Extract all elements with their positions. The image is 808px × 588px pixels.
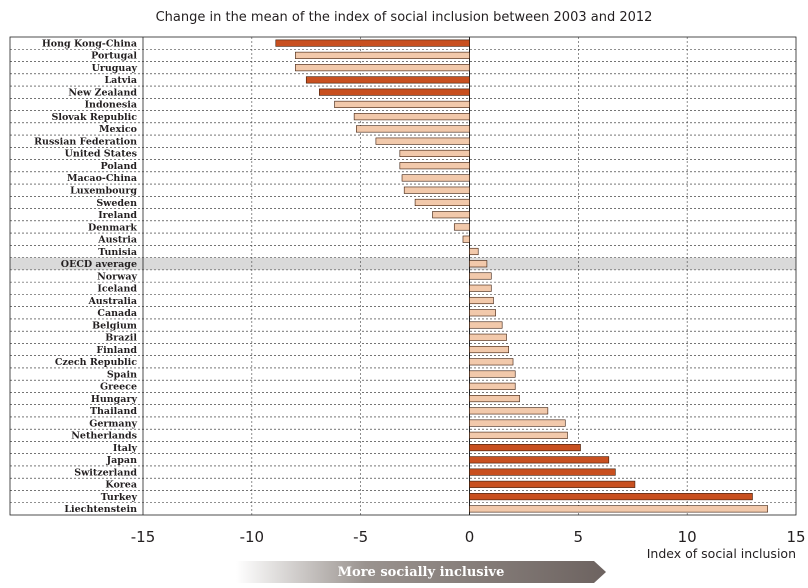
bar bbox=[399, 162, 470, 170]
category-label: Norway bbox=[97, 271, 137, 282]
bar bbox=[469, 480, 636, 488]
category-label: Uruguay bbox=[92, 63, 138, 74]
bar bbox=[469, 456, 610, 464]
category-label: Hong Kong-China bbox=[42, 38, 137, 49]
bar bbox=[469, 407, 549, 415]
bar bbox=[275, 39, 470, 47]
chart-title: Change in the mean of the index of socia… bbox=[155, 10, 653, 25]
bar bbox=[469, 382, 516, 390]
category-label: Russian Federation bbox=[34, 136, 137, 147]
category-label: Germany bbox=[89, 418, 137, 429]
category-label: Denmark bbox=[88, 222, 137, 233]
category-label: Indonesia bbox=[85, 100, 137, 111]
bar bbox=[469, 333, 507, 341]
category-label: Australia bbox=[87, 296, 137, 307]
category-label: Sweden bbox=[96, 198, 137, 209]
bar bbox=[414, 198, 470, 207]
bar bbox=[469, 505, 769, 513]
x-tick-label: -10 bbox=[240, 528, 265, 546]
category-label: Czech Republic bbox=[55, 357, 137, 368]
x-tick-label: 10 bbox=[678, 528, 697, 546]
category-label: Luxembourg bbox=[70, 186, 137, 197]
bar bbox=[319, 88, 470, 96]
bar bbox=[469, 345, 509, 354]
category-label: Turkey bbox=[101, 492, 138, 503]
bar bbox=[469, 444, 581, 452]
category-label: Liechtenstein bbox=[64, 504, 137, 515]
bar bbox=[295, 51, 470, 59]
category-label: Iceland bbox=[97, 284, 137, 295]
category-label: Portugal bbox=[91, 51, 137, 62]
x-tick-label: 15 bbox=[786, 528, 805, 546]
bar bbox=[469, 358, 514, 366]
bar bbox=[375, 137, 470, 145]
bar bbox=[469, 309, 496, 317]
bar bbox=[432, 211, 470, 219]
arrow-label: More socially inclusive bbox=[337, 565, 505, 580]
oecd-average-band bbox=[10, 257, 796, 270]
bar bbox=[469, 321, 503, 329]
category-label: Macao-China bbox=[67, 173, 137, 184]
category-label: New Zealand bbox=[68, 87, 137, 98]
plot-frame bbox=[9, 36, 797, 516]
x-tick-label: 5 bbox=[574, 528, 584, 546]
category-label: Ireland bbox=[98, 210, 137, 221]
bar bbox=[401, 174, 470, 182]
category-label: Tunisia bbox=[98, 247, 137, 258]
bar bbox=[469, 247, 479, 256]
category-label: Greece bbox=[100, 382, 137, 393]
bar bbox=[305, 76, 470, 84]
category-label: Finland bbox=[96, 345, 137, 356]
category-label: Switzerland bbox=[74, 467, 137, 478]
x-tick-label: 0 bbox=[465, 528, 475, 546]
category-label: Thailand bbox=[90, 406, 137, 417]
bar bbox=[469, 395, 520, 403]
inclusive-arrow bbox=[236, 561, 606, 583]
bar bbox=[469, 284, 492, 292]
category-label: Poland bbox=[100, 161, 137, 172]
bar bbox=[469, 419, 566, 427]
category-label: OECD average bbox=[61, 259, 137, 270]
x-tick-label: -5 bbox=[353, 528, 368, 546]
category-label: United States bbox=[65, 149, 137, 160]
category-label: Mexico bbox=[99, 124, 137, 135]
bar bbox=[469, 260, 488, 268]
category-label: Canada bbox=[97, 308, 137, 319]
x-tick-label: -15 bbox=[131, 528, 156, 546]
category-label: Slovak Republic bbox=[51, 112, 137, 123]
category-label: Spain bbox=[107, 369, 137, 380]
x-axis-label: Index of social inclusion bbox=[647, 546, 796, 560]
category-label: Belgium bbox=[92, 320, 137, 331]
bar bbox=[469, 493, 753, 501]
category-label: Korea bbox=[105, 480, 137, 491]
bar bbox=[469, 296, 494, 305]
category-label: Italy bbox=[113, 443, 138, 454]
bar bbox=[462, 235, 470, 243]
bar bbox=[295, 64, 470, 72]
bar bbox=[469, 431, 568, 439]
category-label: Brazil bbox=[105, 333, 137, 344]
bar bbox=[399, 149, 470, 157]
bar bbox=[469, 370, 516, 378]
bar bbox=[453, 223, 470, 231]
bar bbox=[353, 113, 470, 121]
category-label: Hungary bbox=[91, 394, 138, 405]
bar bbox=[334, 100, 470, 108]
bar-chart: Hong Kong-China PortugalUruguayLatviaNew … bbox=[9, 36, 806, 560]
bar bbox=[403, 186, 470, 194]
bar bbox=[469, 272, 492, 280]
bar bbox=[356, 125, 470, 133]
bar bbox=[469, 468, 616, 476]
category-label: Austria bbox=[97, 235, 137, 246]
category-label: Netherlands bbox=[71, 431, 137, 442]
category-label: Japan bbox=[106, 455, 137, 466]
category-label: Latvia bbox=[104, 75, 137, 86]
